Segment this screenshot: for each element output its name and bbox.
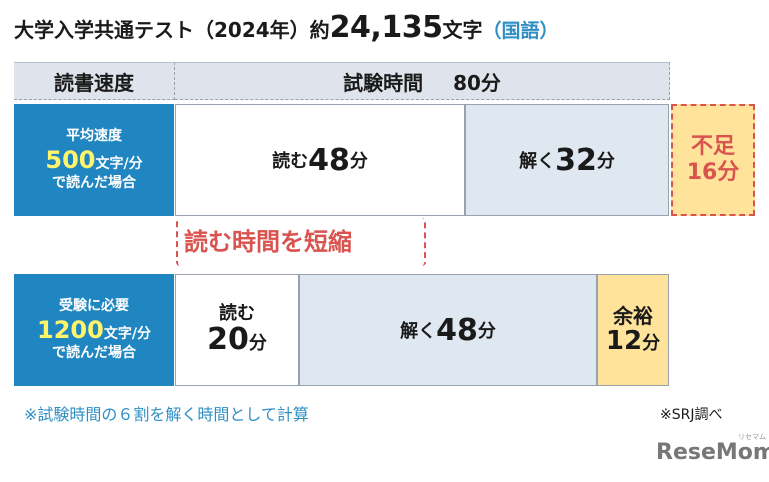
row2-spare-unit: 分 xyxy=(642,332,661,354)
header-exam-time: 試験時間 80分 xyxy=(175,62,670,100)
row2-solve-cell: 解く 48 分 xyxy=(299,274,597,386)
row1-solve-unit: 分 xyxy=(596,151,615,172)
row1-read-cell: 読む 48 分 xyxy=(175,104,465,216)
row1-label-line3: で読んだ場合 xyxy=(52,175,136,191)
row1-speed-value: 500 xyxy=(45,146,96,174)
row2-spare-value: 12 xyxy=(605,325,643,356)
row2-spare-cell: 余裕 12分 xyxy=(597,274,669,386)
row1-solve-cell: 解く 32 分 xyxy=(465,104,669,216)
row2-solve-value: 48 xyxy=(436,312,478,348)
row2-read-prefix: 読む xyxy=(219,302,255,324)
row2-read-amount: 20分 xyxy=(207,323,267,356)
header-exam-time-value: 80分 xyxy=(453,70,501,95)
footnote: ※試験時間の６割を解く時間として計算 xyxy=(24,405,309,424)
row1-label-line1: 平均速度 xyxy=(66,127,122,144)
row1-speed-unit: 文字/分 xyxy=(95,156,143,172)
header-reading-speed: 読書速度 xyxy=(14,62,175,100)
page-title: 大学入学共通テスト（2024年）約24,135文字（国語） xyxy=(14,10,558,45)
row1-label-speed: 500文字/分 xyxy=(45,145,142,175)
row2-spare-stack: 余裕 12分 xyxy=(606,305,660,356)
logo-ruby: リセマム xyxy=(738,433,766,441)
row2-label-line3: で読んだ場合 xyxy=(52,345,136,361)
row1-read-prefix: 読む xyxy=(272,151,309,172)
row1-read-unit: 分 xyxy=(349,151,368,172)
row1-lack-badge: 不足 16分 xyxy=(671,104,755,216)
row1-solve-value: 32 xyxy=(555,142,597,178)
row2-speed-value: 1200 xyxy=(37,316,104,344)
row2-read-unit: 分 xyxy=(248,333,267,355)
row1-label: 平均速度 500文字/分 で読んだ場合 xyxy=(14,104,174,216)
row2-read-cell: 読む 20分 xyxy=(175,274,299,386)
row1-read-value: 48 xyxy=(308,142,350,178)
row1-solve-prefix: 解く xyxy=(519,151,556,172)
title-suffix: 文字 xyxy=(442,18,483,42)
title-subject: （国語） xyxy=(482,20,559,42)
title-number: 24,135 xyxy=(329,10,443,45)
row2-label: 受験に必要 1200文字/分 で読んだ場合 xyxy=(14,274,174,386)
logo-text: ReseMom xyxy=(656,440,769,465)
row2-read-value: 20 xyxy=(207,322,249,358)
row1-lack-line2: 16分 xyxy=(686,160,740,185)
row1-lack-line1: 不足 xyxy=(690,133,735,159)
row2-spare-amount: 12分 xyxy=(605,325,661,356)
row2-read-stack: 読む 20分 xyxy=(207,302,267,356)
row2-spare-line1: 余裕 xyxy=(613,303,653,328)
row2-label-speed: 1200文字/分 xyxy=(37,315,151,345)
row2-solve-unit: 分 xyxy=(477,321,496,342)
resemom-logo: ReseMom リセマム xyxy=(656,433,769,465)
header-exam-time-label: 試験時間 xyxy=(343,70,424,95)
row2-label-line1: 受験に必要 xyxy=(59,297,129,314)
row2-solve-prefix: 解く xyxy=(400,321,437,342)
row2-speed-unit: 文字/分 xyxy=(103,326,151,342)
shorten-label: 読む時間を短縮 xyxy=(184,228,352,256)
title-prefix: 大学入学共通テスト（2024年）約 xyxy=(14,18,330,42)
shorten-bracket xyxy=(176,218,426,266)
source-note: ※SRJ調べ xyxy=(660,407,723,423)
